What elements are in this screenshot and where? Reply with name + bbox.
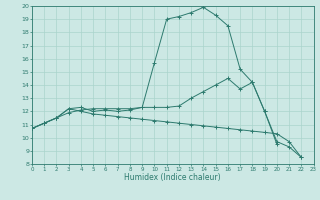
X-axis label: Humidex (Indice chaleur): Humidex (Indice chaleur) (124, 173, 221, 182)
